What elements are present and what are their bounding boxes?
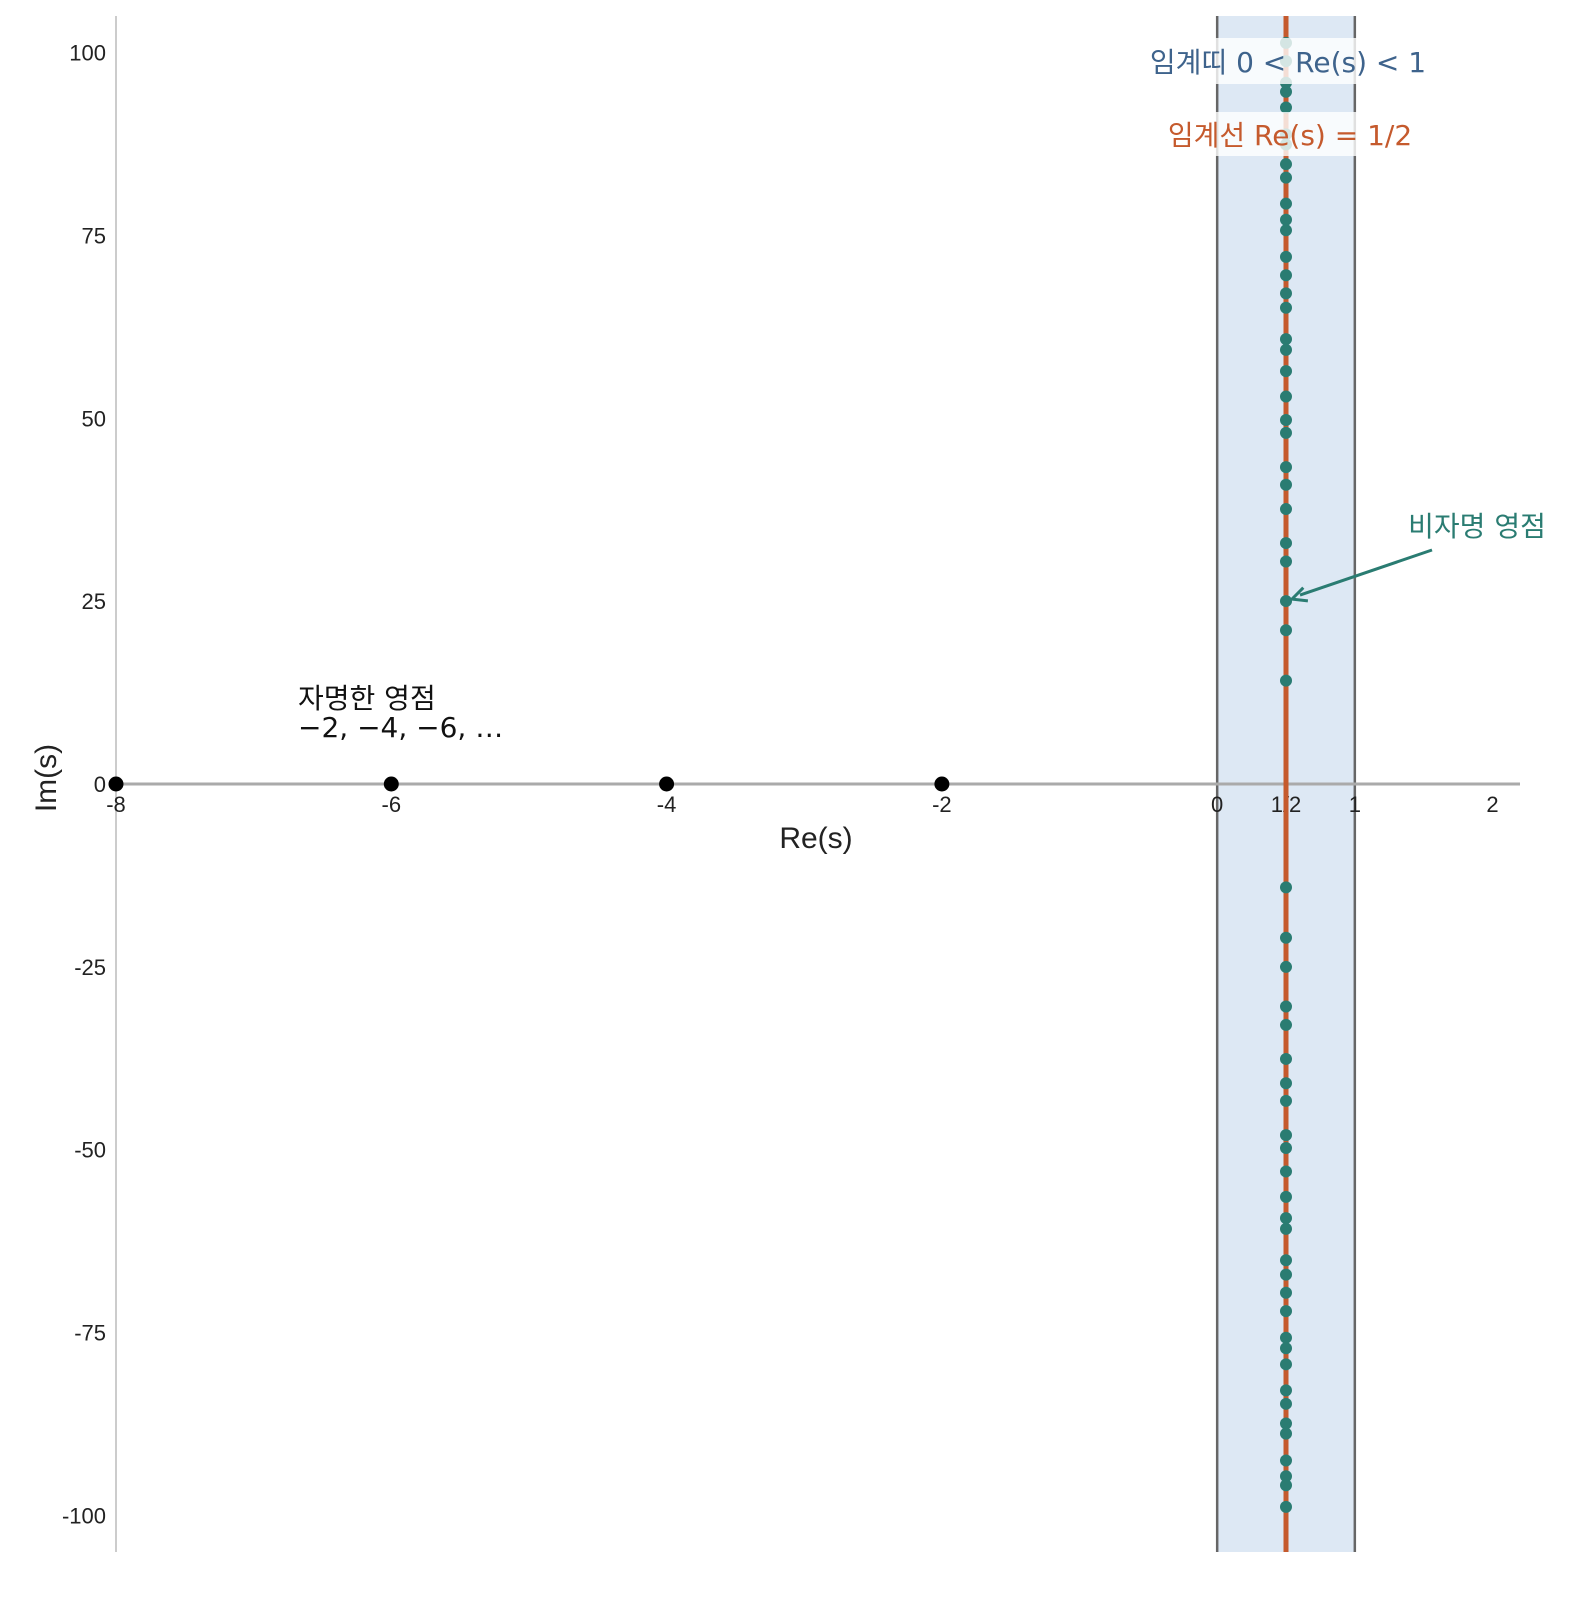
nontrivial-zero-point	[1280, 503, 1292, 516]
annotation-arrow	[1299, 548, 1433, 597]
trivial-zeros-values-label: −2, −4, −6, …	[298, 711, 503, 744]
nontrivial-zero-point	[1280, 171, 1292, 184]
nontrivial-zero-point	[1280, 1052, 1292, 1065]
nontrivial-zero-point	[1280, 881, 1292, 894]
nontrivial-zero-point	[1280, 674, 1292, 687]
x-tick-label: -8	[106, 792, 126, 817]
nontrivial-zero-point	[1280, 250, 1292, 263]
x-tick-label: 2	[1486, 792, 1498, 817]
x-axis-title: Re(s)	[779, 822, 852, 855]
nontrivial-zero-point	[1280, 85, 1292, 98]
nontrivial-zero-point	[1280, 1500, 1292, 1513]
nontrivial-zero-point	[1280, 213, 1292, 226]
y-tick-label: 25	[82, 589, 106, 614]
critical-line-label-text: 임계선 Re(s) = 1/2	[1168, 119, 1412, 152]
nontrivial-zero-point	[1280, 333, 1292, 346]
critical-strip-label: 임계띠 0 < Re(s) < 1	[1128, 38, 1458, 84]
nontrivial-zero-point	[1280, 1129, 1292, 1142]
nontrivial-zero-point	[1280, 1018, 1292, 1031]
trivial-zero-point	[383, 776, 399, 792]
nontrivial-zero-point	[1280, 595, 1292, 608]
x-tick-label: -4	[657, 792, 677, 817]
critical-line-label: 임계선 Re(s) = 1/2	[1144, 112, 1444, 156]
nontrivial-zero-point	[1280, 537, 1292, 550]
y-tick-label: -25	[74, 955, 106, 980]
nontrivial-zero-point	[1280, 1454, 1292, 1467]
nontrivial-zero-point	[1280, 960, 1292, 973]
trivial-zeros-label: 자명한 영점	[298, 682, 436, 715]
x-tick-label: 0	[1211, 792, 1223, 817]
x-tick-label: 1	[1349, 792, 1361, 817]
nontrivial-zero-point	[1280, 413, 1292, 426]
critical-line-label-background	[1144, 112, 1444, 156]
nontrivial-zero-point	[1280, 158, 1292, 171]
annotation-arrow-head	[1288, 586, 1309, 603]
nontrivial-zero-point	[1280, 1094, 1292, 1107]
nontrivial-zero-point	[1280, 197, 1292, 210]
trivial-zero-point	[108, 776, 124, 792]
nontrivial-zero-point	[1280, 1331, 1292, 1344]
nontrivial-zero-point	[1280, 1077, 1292, 1090]
nontrivial-zero-point	[1280, 1427, 1292, 1440]
nontrivial-zeros-label: 비자명 영점	[1408, 510, 1546, 543]
nontrivial-zero-point	[1280, 301, 1292, 314]
zeros-layer	[108, 36, 1292, 1513]
nontrivial-zero-point	[1280, 1479, 1292, 1492]
y-tick-label: 50	[82, 406, 106, 431]
nontrivial-zero-point	[1280, 287, 1292, 300]
y-tick-label: 0	[94, 772, 106, 797]
nontrivial-zero-point	[1280, 365, 1292, 378]
nontrivial-zero-point	[1280, 1384, 1292, 1397]
nontrivial-zero-point	[1280, 101, 1292, 114]
nontrivial-zero-point	[1280, 1470, 1292, 1483]
nontrivial-zero-point	[1280, 426, 1292, 439]
nontrivial-zero-point	[1280, 224, 1292, 237]
nontrivial-zero-point	[1280, 1397, 1292, 1410]
nontrivial-zero-point	[1280, 1358, 1292, 1371]
y-tick-label: -50	[74, 1138, 106, 1163]
nontrivial-zero-point	[1280, 1305, 1292, 1318]
y-tick-label: -75	[74, 1321, 106, 1346]
nontrivial-zero-point	[1280, 555, 1292, 568]
trivial-zero-point	[659, 776, 675, 792]
nontrivial-zero-point	[1280, 624, 1292, 637]
nontrivial-zero-point	[1280, 269, 1292, 282]
nontrivial-zero-point	[1280, 461, 1292, 474]
nontrivial-zero-point	[1280, 1000, 1292, 1013]
nontrivial-zero-point	[1280, 1142, 1292, 1155]
nontrivial-zero-point	[1280, 1190, 1292, 1203]
nontrivial-zero-point	[1280, 1286, 1292, 1299]
nontrivial-zero-point	[1280, 343, 1292, 356]
critical-strip-label-background	[1128, 38, 1458, 84]
nontrivial-zero-point	[1280, 931, 1292, 944]
nontrivial-zero-point	[1280, 478, 1292, 491]
nontrivial-zeros-annotation: 비자명 영점	[1288, 510, 1546, 603]
y-axis-title: Im(s)	[30, 744, 63, 812]
trivial-zero-point	[934, 776, 950, 792]
nontrivial-zero-point	[1280, 1212, 1292, 1225]
y-tick-label: 100	[69, 41, 106, 66]
y-tick-label: 75	[82, 223, 106, 248]
x-tick-label: -2	[932, 792, 952, 817]
nontrivial-zero-point	[1280, 1165, 1292, 1178]
nontrivial-zero-point	[1280, 1417, 1292, 1430]
nontrivial-zero-point	[1280, 1222, 1292, 1235]
nontrivial-zero-point	[1280, 1268, 1292, 1281]
nontrivial-zero-point	[1280, 390, 1292, 403]
nontrivial-zero-point	[1280, 1342, 1292, 1355]
x-tick-label: -6	[382, 792, 402, 817]
y-tick-label: -100	[62, 1503, 106, 1528]
critical-strip-label-text: 임계띠 0 < Re(s) < 1	[1150, 46, 1426, 79]
nontrivial-zero-point	[1280, 1254, 1292, 1267]
